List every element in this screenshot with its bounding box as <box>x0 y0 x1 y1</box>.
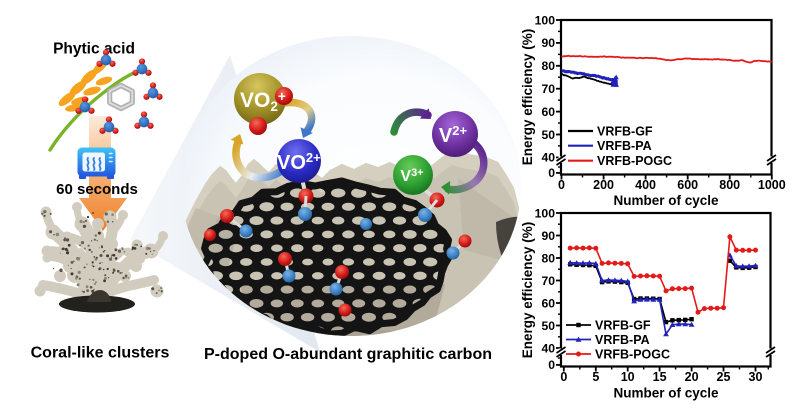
svg-text:70: 70 <box>541 82 555 96</box>
svg-text:200: 200 <box>593 178 614 192</box>
svg-text:P-doped O-abundant graphitic c: P-doped O-abundant graphitic carbon <box>204 346 492 363</box>
svg-text:0: 0 <box>558 178 565 192</box>
svg-text:VRFB-PA: VRFB-PA <box>597 139 652 153</box>
svg-text:60: 60 <box>541 105 555 119</box>
svg-text:50: 50 <box>541 128 555 142</box>
svg-text:100: 100 <box>535 206 556 220</box>
svg-text:1000: 1000 <box>758 178 786 192</box>
svg-text:90: 90 <box>541 36 555 50</box>
svg-text:40: 40 <box>541 341 555 355</box>
svg-text:Number of cycle: Number of cycle <box>613 193 719 208</box>
svg-text:60: 60 <box>541 296 555 310</box>
svg-text:5: 5 <box>592 370 599 384</box>
svg-text:15: 15 <box>653 370 667 384</box>
svg-text:Phytic acid: Phytic acid <box>53 41 135 58</box>
svg-text:40: 40 <box>541 151 555 165</box>
svg-text:25: 25 <box>717 370 731 384</box>
svg-text:10: 10 <box>621 370 635 384</box>
svg-text:80: 80 <box>541 59 555 73</box>
svg-text:80: 80 <box>541 251 555 265</box>
svg-text:100: 100 <box>535 13 556 27</box>
svg-text:800: 800 <box>719 178 740 192</box>
svg-text:70: 70 <box>541 274 555 288</box>
svg-text:400: 400 <box>635 178 656 192</box>
svg-text:Coral-like clusters: Coral-like clusters <box>31 345 170 362</box>
svg-text:Energy efficiency (%): Energy efficiency (%) <box>520 222 535 359</box>
svg-text:30: 30 <box>749 370 763 384</box>
svg-text:VRFB-PA: VRFB-PA <box>595 333 650 347</box>
svg-text:0: 0 <box>548 358 555 372</box>
svg-text:90: 90 <box>541 229 555 243</box>
svg-text:VRFB-GF: VRFB-GF <box>595 318 651 332</box>
svg-text:60 seconds: 60 seconds <box>56 181 138 198</box>
svg-text:20: 20 <box>685 370 699 384</box>
svg-text:Energy efficiency (%): Energy efficiency (%) <box>520 29 535 166</box>
svg-text:VRFB-POGC: VRFB-POGC <box>597 154 672 168</box>
svg-text:VRFB-POGC: VRFB-POGC <box>595 347 670 361</box>
svg-text:Number of cycle: Number of cycle <box>613 386 719 401</box>
svg-text:50: 50 <box>541 319 555 333</box>
svg-text:0: 0 <box>548 166 555 180</box>
svg-text:0: 0 <box>560 370 567 384</box>
svg-text:VRFB-GF: VRFB-GF <box>597 124 653 138</box>
svg-text:600: 600 <box>677 178 698 192</box>
